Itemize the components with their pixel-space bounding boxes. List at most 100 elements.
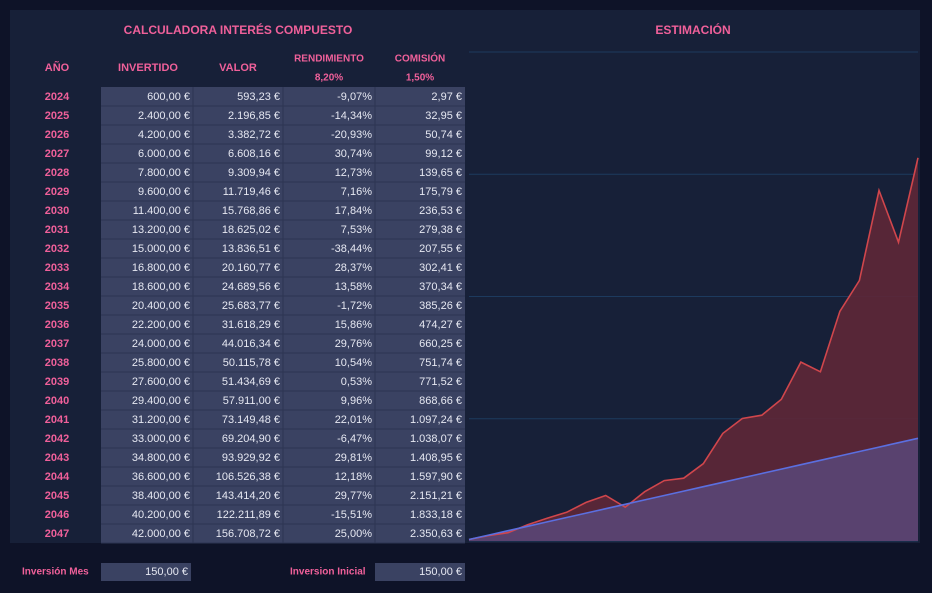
fee-cell: 139,65 € — [419, 167, 462, 179]
value-cell: 593,23 € — [237, 91, 280, 103]
return-cell: 9,96% — [341, 395, 372, 407]
value-cell: 13.836,51 € — [222, 243, 280, 255]
column-header: VALOR — [219, 62, 257, 74]
return-cell: 12,18% — [335, 471, 373, 483]
footer-value: 150,00 € — [419, 566, 462, 578]
year-cell: 2039 — [45, 376, 69, 388]
value-cell: 69.204,90 € — [222, 433, 280, 445]
invested-cell: 34.800,00 € — [132, 452, 190, 464]
return-cell: 22,01% — [335, 414, 373, 426]
value-cell: 156.708,72 € — [216, 528, 280, 540]
return-cell: 28,37% — [335, 262, 373, 274]
invested-cell: 24.000,00 € — [132, 338, 190, 350]
return-cell: 10,54% — [335, 357, 373, 369]
value-cell: 3.382,72 € — [228, 129, 280, 141]
line — [468, 437, 919, 541]
value-cell: 44.016,34 € — [222, 338, 280, 350]
return-cell: 7,16% — [341, 186, 372, 198]
year-cell: 2032 — [45, 243, 69, 255]
value-cell: 143.414,20 € — [216, 490, 280, 502]
value-cell: 20.160,77 € — [222, 262, 280, 274]
return-cell: -1,72% — [337, 300, 372, 312]
invested-cell: 42.000,00 € — [132, 528, 190, 540]
fee-cell: 1.597,90 € — [410, 471, 462, 483]
value-cell: 11.719,46 € — [223, 186, 280, 198]
value-cell: 31.618,29 € — [222, 319, 280, 331]
fee-cell: 279,38 € — [419, 224, 462, 236]
value-cell: 25.683,77 € — [222, 300, 280, 312]
fee-cell: 2.151,21 € — [410, 490, 462, 502]
year-cell: 2029 — [45, 186, 69, 198]
invested-cell: 2.400,00 € — [138, 110, 190, 122]
value-cell: 9.309,94 € — [228, 167, 280, 179]
monthly-box — [101, 563, 191, 581]
fee-cell: 751,74 € — [419, 357, 462, 369]
return-cell: 29,81% — [335, 452, 373, 464]
fee-cell: 1.408,95 € — [410, 452, 462, 464]
invested-cell: 36.600,00 € — [132, 471, 190, 483]
year-cell: 2044 — [45, 471, 70, 483]
invested-cell: 29.400,00 € — [132, 395, 190, 407]
return-cell: -20,93% — [331, 129, 372, 141]
fee-cell: 175,79 € — [419, 186, 462, 198]
invested-cell: 7.800,00 € — [138, 167, 190, 179]
value-cell: 122.211,89 € — [217, 509, 280, 521]
year-cell: 2037 — [45, 338, 69, 350]
value-cell: 57.911,00 € — [223, 395, 280, 407]
fee-cell: 1.038,07 € — [410, 433, 462, 445]
invested-cell: 27.600,00 € — [132, 376, 190, 388]
fee-cell: 474,27 € — [419, 319, 462, 331]
year-cell: 2027 — [45, 148, 69, 160]
year-cell: 2025 — [45, 110, 69, 122]
year-cell: 2038 — [45, 357, 69, 369]
invested-cell: 20.400,00 € — [132, 300, 190, 312]
invested-cell: 6.000,00 € — [138, 148, 190, 160]
invested-cell: 22.200,00 € — [132, 319, 190, 331]
chart-title: ESTIMACIÓN — [655, 22, 730, 37]
footer-label: Inversion Inicial — [290, 567, 366, 578]
line — [468, 157, 919, 541]
return-cell: -6,47% — [337, 433, 372, 445]
invested-cell: 38.400,00 € — [132, 490, 190, 502]
column-header: INVERTIDO — [118, 62, 178, 74]
year-cell: 2035 — [45, 300, 69, 312]
year-cell: 2033 — [45, 262, 69, 274]
invested-cell: 11.400,00 € — [133, 205, 190, 217]
column-header: AÑO — [45, 61, 70, 74]
fee-cell: 370,34 € — [419, 281, 462, 293]
year-cell: 2040 — [45, 395, 69, 407]
area — [469, 157, 918, 542]
year-cell: 2041 — [45, 414, 69, 426]
invested-cell: 33.000,00 € — [132, 433, 190, 445]
year-cell: 2024 — [45, 91, 70, 103]
invested-cell: 15.000,00 € — [132, 243, 190, 255]
return-cell: 29,76% — [335, 338, 373, 350]
year-cell: 2045 — [45, 490, 69, 502]
initial-box — [375, 563, 465, 581]
value-cell: 50.115,78 € — [223, 357, 280, 369]
return-cell: 25,00% — [335, 528, 373, 540]
return-cell: -38,44% — [331, 243, 372, 255]
fee-cell: 1.833,18 € — [410, 509, 462, 521]
return-cell: -9,07% — [337, 91, 372, 103]
year-cell: 2043 — [45, 452, 69, 464]
return-cell: 29,77% — [335, 490, 373, 502]
year-cell: 2028 — [45, 167, 69, 179]
year-cell: 2030 — [45, 205, 69, 217]
value-cell: 15.768,86 € — [222, 205, 280, 217]
value-cell: 6.608,16 € — [228, 148, 280, 160]
fee-cell: 2.350,63 € — [410, 528, 462, 540]
fee-cell: 50,74 € — [425, 129, 462, 141]
footer-value: 150,00 € — [145, 566, 188, 578]
return-cell: 13,58% — [335, 281, 373, 293]
year-cell: 2047 — [45, 528, 69, 540]
return-cell: 15,86% — [335, 319, 373, 331]
rate: 1,50% — [406, 73, 434, 84]
value-cell: 18.625,02 € — [222, 224, 280, 236]
invested-cell: 9.600,00 € — [138, 186, 190, 198]
fee-cell: 660,25 € — [419, 338, 462, 350]
value-cell: 93.929,92 € — [222, 452, 280, 464]
year-cell: 2046 — [45, 509, 69, 521]
